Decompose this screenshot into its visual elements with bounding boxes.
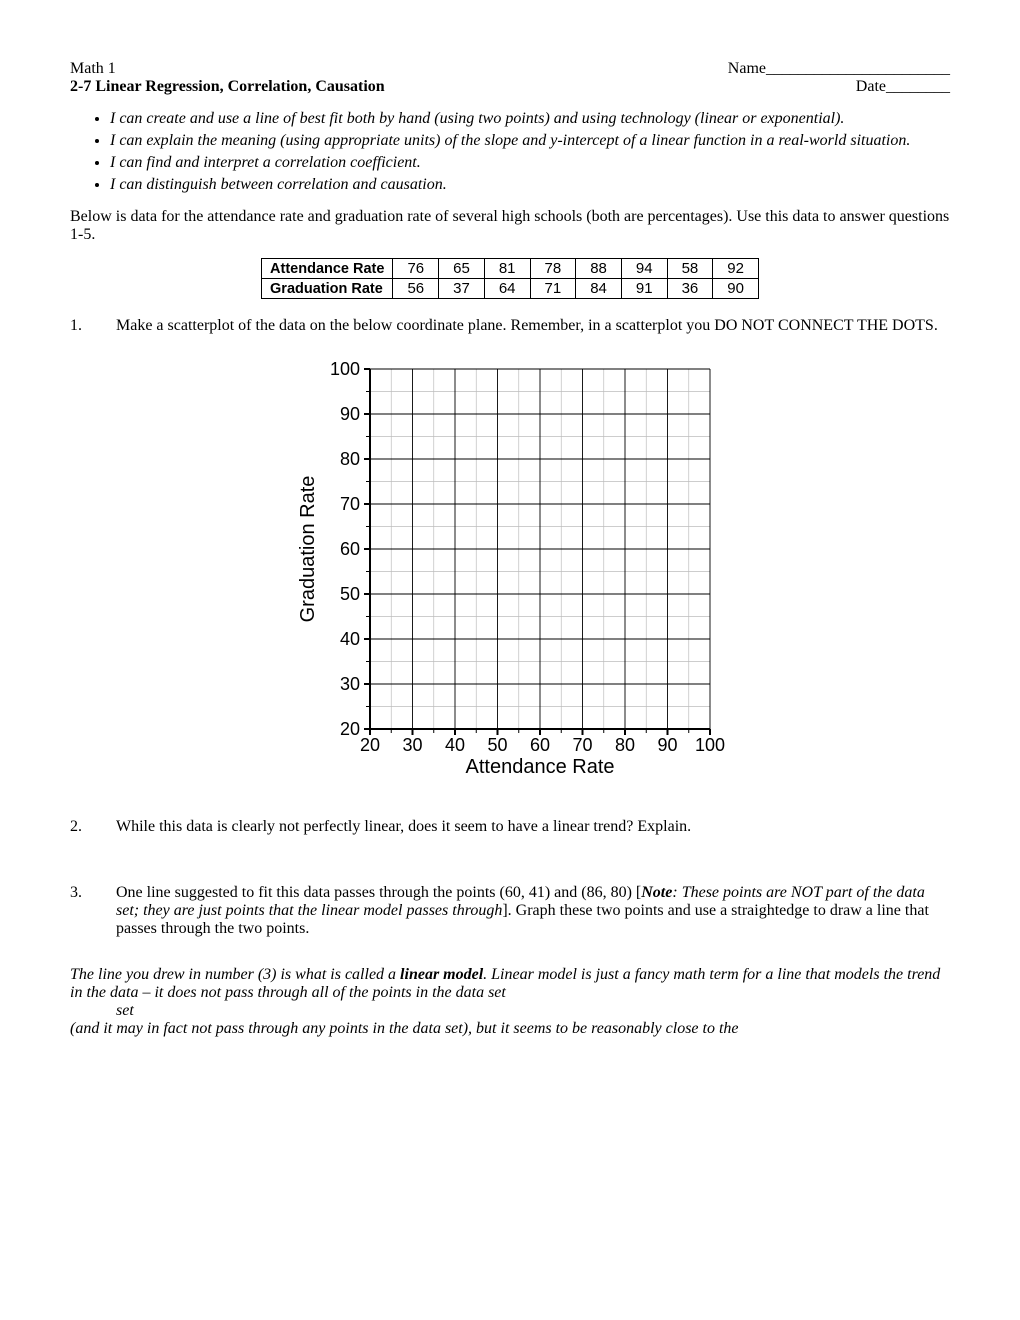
svg-text:30: 30 (402, 735, 422, 755)
cell: 81 (484, 259, 530, 279)
svg-text:50: 50 (340, 584, 360, 604)
footer-note: The line you drew in number (3) is what … (70, 966, 950, 1038)
cell: 76 (393, 259, 439, 279)
cell: 58 (667, 259, 713, 279)
svg-text:60: 60 (340, 539, 360, 559)
question-3: 3. One line suggested to fit this data p… (70, 884, 950, 938)
svg-text:90: 90 (340, 404, 360, 424)
scatter-grid: 20 30 40 50 60 70 80 90 100 20 30 40 50 60 70 80 90 100 At… (70, 359, 950, 794)
svg-text:70: 70 (572, 735, 592, 755)
cell: 78 (530, 259, 576, 279)
cell: 37 (439, 279, 485, 299)
svg-text:90: 90 (657, 735, 677, 755)
header-right: Name Date (728, 60, 950, 96)
cell: 90 (713, 279, 759, 299)
question-1: 1. Make a scatterplot of the data on the… (70, 317, 950, 335)
cell: 36 (667, 279, 713, 299)
cell: 56 (393, 279, 439, 299)
svg-text:60: 60 (530, 735, 550, 755)
svg-text:50: 50 (487, 735, 507, 755)
svg-text:80: 80 (615, 735, 635, 755)
svg-text:80: 80 (340, 449, 360, 469)
svg-text:100: 100 (330, 359, 360, 379)
objective-item: I can create and use a line of best fit … (110, 110, 950, 128)
name-blank[interactable] (766, 60, 950, 77)
question-number: 1. (70, 317, 116, 335)
intro-text: Below is data for the attendance rate an… (70, 208, 950, 244)
footer-line-1: The line you drew in number (3) is what … (70, 966, 950, 1002)
worksheet-page: Math 1 2-7 Linear Regression, Correlatio… (0, 0, 1020, 1320)
question-number: 3. (70, 884, 116, 938)
cell: 91 (621, 279, 667, 299)
objectives-list: I can create and use a line of best fit … (110, 110, 950, 194)
svg-text:20: 20 (360, 735, 380, 755)
objective-item: I can distinguish between correlation an… (110, 176, 950, 194)
cell: 92 (713, 259, 759, 279)
footer-indent: set (116, 1002, 950, 1020)
svg-text:100: 100 (695, 735, 725, 755)
cell: 65 (439, 259, 485, 279)
svg-text:Graduation Rate: Graduation Rate (297, 476, 319, 623)
header: Math 1 2-7 Linear Regression, Correlatio… (70, 60, 950, 96)
question-number: 2. (70, 818, 116, 836)
date-field: Date (728, 78, 950, 96)
cell: 84 (576, 279, 622, 299)
name-field: Name (728, 60, 950, 78)
header-left: Math 1 2-7 Linear Regression, Correlatio… (70, 60, 728, 96)
row-label: Graduation Rate (262, 279, 393, 299)
question-body: Make a scatterplot of the data on the be… (116, 317, 950, 335)
cell: 94 (621, 259, 667, 279)
cell: 64 (484, 279, 530, 299)
table-row: Attendance Rate 76 65 81 78 88 94 58 92 (262, 259, 759, 279)
coordinate-plane: 20 30 40 50 60 70 80 90 100 20 30 40 50 60 70 80 90 100 At… (290, 359, 730, 789)
question-body: One line suggested to fit this data pass… (116, 884, 950, 938)
course-label: Math 1 (70, 60, 728, 78)
svg-text:30: 30 (340, 674, 360, 694)
question-body: While this data is clearly not perfectly… (116, 818, 950, 836)
question-2: 2. While this data is clearly not perfec… (70, 818, 950, 836)
cell: 88 (576, 259, 622, 279)
data-table: Attendance Rate 76 65 81 78 88 94 58 92 … (261, 258, 759, 299)
objective-item: I can find and interpret a correlation c… (110, 154, 950, 172)
row-label: Attendance Rate (262, 259, 393, 279)
svg-text:Attendance Rate: Attendance Rate (466, 756, 615, 778)
worksheet-title: 2-7 Linear Regression, Correlation, Caus… (70, 78, 728, 96)
table-row: Graduation Rate 56 37 64 71 84 91 36 90 (262, 279, 759, 299)
objective-item: I can explain the meaning (using appropr… (110, 132, 950, 150)
svg-text:20: 20 (340, 719, 360, 739)
date-blank[interactable] (886, 78, 950, 95)
cell: 71 (530, 279, 576, 299)
svg-text:70: 70 (340, 494, 360, 514)
svg-text:40: 40 (340, 629, 360, 649)
footer-line-2: (and it may in fact not pass through any… (70, 1020, 950, 1038)
svg-text:40: 40 (445, 735, 465, 755)
